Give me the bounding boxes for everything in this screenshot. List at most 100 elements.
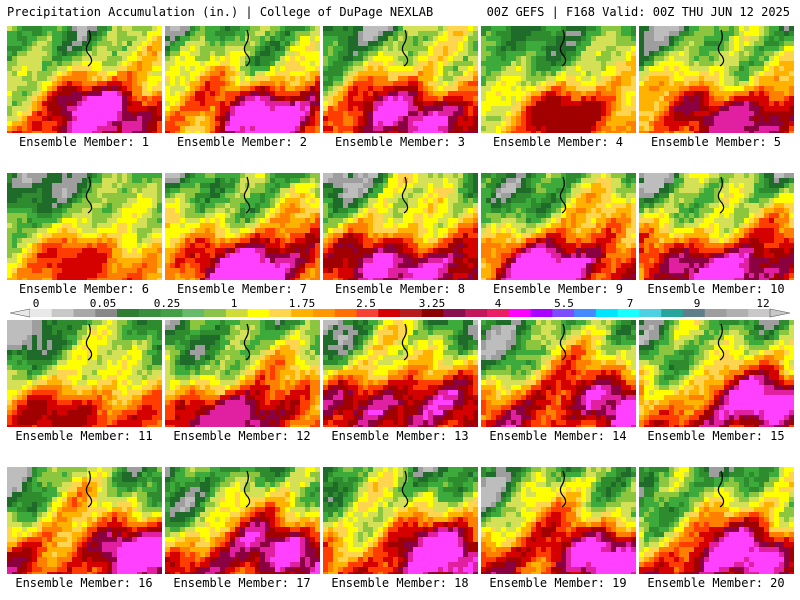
ensemble-member-map (7, 26, 162, 133)
lake-outline (243, 323, 251, 361)
precip-field (481, 173, 636, 280)
colorbar-swatch (73, 309, 96, 317)
colorbar-swatch (269, 309, 292, 317)
colorbar-swatch (661, 309, 684, 317)
colorbar-swatch (225, 309, 249, 317)
ensemble-member-map (165, 173, 320, 280)
precip-field (481, 26, 636, 133)
colorbar-tick-label: 0 (32, 297, 40, 310)
ensemble-member-label: Ensemble Member: 11 (15, 429, 153, 443)
ensemble-member-label: Ensemble Member: 18 (331, 576, 469, 590)
precip-field (7, 467, 162, 574)
ensemble-member-map (639, 173, 794, 280)
lake-outline (559, 470, 567, 508)
ensemble-member-label: Ensemble Member: 12 (173, 429, 311, 443)
colorbar-swatch (312, 309, 336, 317)
ensemble-member-label: Ensemble Member: 14 (489, 429, 627, 443)
colorbar-tick-label: 4 (494, 297, 502, 310)
ensemble-member-label: Ensemble Member: 7 (176, 282, 308, 296)
lake-outline (559, 176, 567, 214)
colorbar-swatch (182, 309, 205, 317)
precip-field (323, 26, 478, 133)
colorbar-swatch (552, 309, 575, 317)
ensemble-member-label: Ensemble Member: 17 (173, 576, 311, 590)
ensemble-member-map (7, 467, 162, 574)
colorbar-swatch (443, 309, 466, 317)
ensemble-member-label: Ensemble Member: 16 (15, 576, 153, 590)
ensemble-member-map (639, 26, 794, 133)
colorbar-swatch (704, 309, 727, 317)
colorbar-tick-label: 5.5 (554, 297, 574, 310)
colorbar-swatch (595, 309, 619, 317)
precip-field (165, 173, 320, 280)
ensemble-member-label: Ensemble Member: 5 (650, 135, 782, 149)
model-run-info: 00Z GEFS | F168 Valid: 00Z THU JUN 12 20… (486, 5, 790, 19)
lake-outline (401, 470, 409, 508)
colorbar-swatch (30, 309, 53, 317)
colorbar-tick-label: 0.05 (89, 297, 117, 310)
colorbar-tick-label: 1.75 (288, 297, 316, 310)
precip-field (7, 26, 162, 133)
colorbar-swatch (421, 309, 444, 317)
colorbar-swatch (291, 309, 314, 317)
ensemble-member-map (639, 320, 794, 427)
ensemble-member-map (165, 26, 320, 133)
colorbar-swatch (51, 309, 74, 317)
colorbar-swatch (160, 309, 183, 317)
ensemble-member-map (323, 320, 478, 427)
precip-field (7, 320, 162, 427)
ensemble-member-label: Ensemble Member: 15 (647, 429, 785, 443)
ensemble-member-label: Ensemble Member: 9 (492, 282, 624, 296)
ensemble-member-label: Ensemble Member: 10 (647, 282, 785, 296)
lake-outline (85, 29, 93, 67)
colorbar-swatch (682, 309, 706, 317)
precip-field (639, 467, 794, 574)
precip-field (165, 26, 320, 133)
colorbar-swatch (356, 309, 379, 317)
precip-field (165, 467, 320, 574)
lake-outline (717, 323, 725, 361)
lake-outline (401, 176, 409, 214)
precip-field (323, 173, 478, 280)
colorbar-tick-label: 1 (230, 297, 238, 310)
colorbar-tick-label: 9 (693, 297, 701, 310)
colorbar-min-arrow (9, 308, 31, 318)
colorbar-swatch (204, 309, 227, 317)
colorbar-tick-label: 7 (626, 297, 634, 310)
precip-field (323, 467, 478, 574)
colorbar-swatch (487, 309, 510, 317)
ensemble-member-map (165, 467, 320, 574)
colorbar-swatch (530, 309, 553, 317)
lake-outline (243, 29, 251, 67)
colorbar-tick-label: 2.5 (356, 297, 376, 310)
colorbar-tick-label: 0.25 (153, 297, 181, 310)
lake-outline (559, 323, 567, 361)
precip-field (323, 320, 478, 427)
ensemble-member-label: Ensemble Member: 4 (492, 135, 624, 149)
precip-field (165, 320, 320, 427)
colorbar-max-arrow (769, 308, 791, 318)
ensemble-member-label: Ensemble Member: 3 (334, 135, 466, 149)
colorbar-swatch (95, 309, 118, 317)
colorbar-swatch (617, 309, 640, 317)
colorbar (9, 308, 791, 318)
colorbar-swatch (508, 309, 531, 317)
precip-field (481, 467, 636, 574)
ensemble-member-label: Ensemble Member: 1 (18, 135, 150, 149)
ensemble-member-map (323, 173, 478, 280)
lake-outline (85, 470, 93, 508)
colorbar-swatch (117, 309, 140, 317)
ensemble-member-label: Ensemble Member: 19 (489, 576, 627, 590)
ensemble-member-map (7, 173, 162, 280)
lake-outline (401, 29, 409, 67)
lake-outline (85, 176, 93, 214)
precip-field (639, 26, 794, 133)
precip-field (639, 173, 794, 280)
colorbar-swatch (378, 309, 401, 317)
precip-field (7, 173, 162, 280)
precip-field (481, 320, 636, 427)
ensemble-member-map (481, 320, 636, 427)
lake-outline (717, 470, 725, 508)
colorbar-swatch (400, 309, 423, 317)
colorbar-swatch (726, 309, 749, 317)
